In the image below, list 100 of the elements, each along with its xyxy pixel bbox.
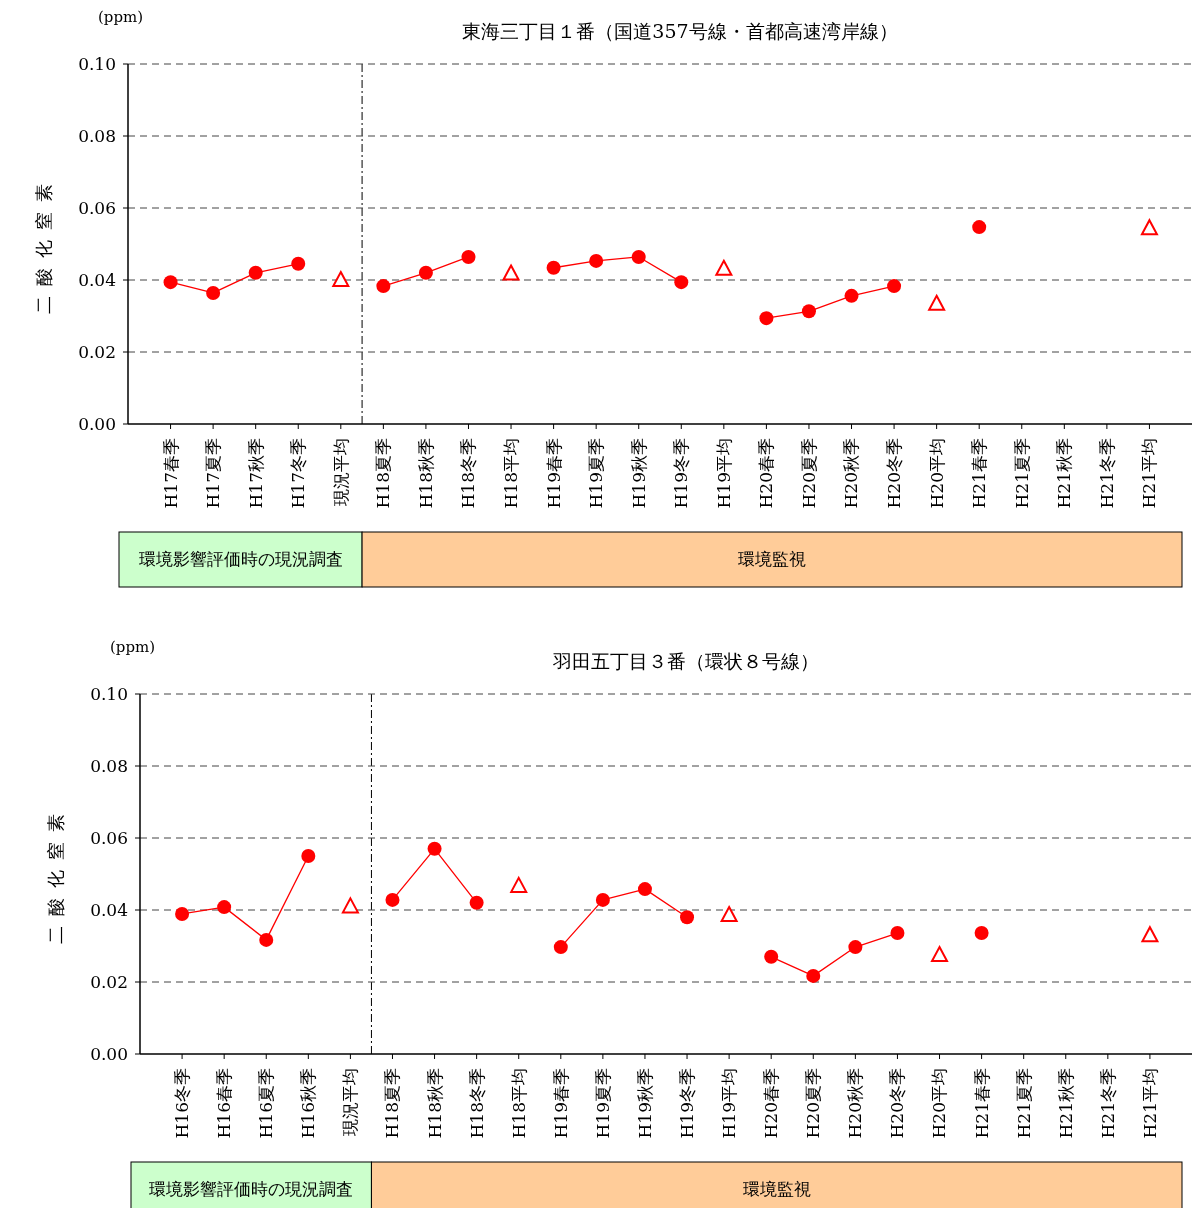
x-tick-label: H19秋季	[634, 1068, 655, 1139]
point	[332, 271, 350, 287]
x-tick-label: H20平均	[926, 438, 947, 509]
x-tick-label: H20夏季	[798, 438, 819, 509]
point	[806, 968, 821, 983]
point	[291, 256, 306, 271]
x-tick-label: H21冬季	[1097, 1068, 1118, 1139]
x-tick-label: H18秋季	[415, 438, 436, 509]
x-tick-label: H20冬季	[884, 438, 905, 509]
y-tick-label: 0.00	[90, 1043, 128, 1064]
text: (ppm)	[110, 638, 156, 656]
point	[637, 882, 652, 897]
y-tick-label: 0.08	[78, 125, 116, 146]
x-tick-label: H18冬季	[466, 1068, 487, 1139]
x-tick-label: H19秋季	[628, 438, 649, 509]
x-tick-label: H19平均	[719, 1068, 740, 1139]
x-tick-label: H19冬季	[676, 1068, 697, 1139]
point	[715, 259, 733, 276]
x-tick-label: H21夏季	[1011, 438, 1032, 509]
x-tick-label: H21夏季	[1013, 1068, 1034, 1139]
point	[631, 249, 646, 264]
x-tick-label: H21秋季	[1054, 438, 1075, 509]
point	[553, 940, 568, 955]
point	[341, 897, 359, 914]
point	[469, 895, 484, 910]
point	[461, 249, 476, 264]
x-tick-label: H20夏季	[803, 1068, 824, 1139]
point	[259, 932, 274, 947]
x-tick-label: H18秋季	[424, 1068, 445, 1139]
x-tick-label: H20平均	[929, 1068, 950, 1139]
text: 環境監視	[742, 1179, 811, 1200]
point	[418, 265, 433, 280]
point	[674, 275, 689, 290]
y-tick-label: 0.02	[78, 341, 116, 362]
y-tick-label: 0.04	[90, 899, 128, 920]
x-tick-label: H20春季	[756, 438, 777, 509]
y-tick-label: 0.08	[90, 755, 128, 776]
x-tick-label: H16夏季	[256, 1068, 277, 1139]
x-tick-label: H19冬季	[671, 438, 692, 509]
x-tick-label: H17秋季	[245, 438, 266, 509]
point	[928, 294, 946, 311]
point	[972, 220, 987, 235]
text: 環境影響評価時の現況調査	[149, 1179, 354, 1200]
point	[163, 275, 178, 290]
point	[376, 279, 391, 294]
x-tick-label: H17春季	[160, 438, 181, 509]
point	[301, 849, 316, 863]
y-tick-label: 0.10	[78, 53, 116, 74]
point	[248, 265, 263, 280]
point	[1141, 926, 1159, 943]
point	[502, 264, 520, 281]
x-tick-label: H16冬季	[172, 1068, 193, 1139]
x-tick-label: H20春季	[761, 1068, 782, 1139]
x-tick-label: H21平均	[1139, 1068, 1160, 1139]
x-tick-label: H21春季	[969, 438, 990, 509]
point	[974, 926, 989, 941]
point	[764, 949, 779, 964]
x-tick-label: H21冬季	[1096, 438, 1117, 509]
x-tick-label: 現況平均	[340, 1068, 361, 1136]
x-tick-label: H18平均	[500, 438, 521, 509]
x-tick-label: H21秋季	[1055, 1068, 1076, 1139]
y-tick-label: 0.00	[78, 413, 116, 434]
point	[680, 910, 695, 925]
point	[844, 288, 859, 303]
x-tick-label: H19夏季	[592, 1068, 613, 1139]
x-tick-label: H16秋季	[298, 1068, 319, 1139]
point	[1140, 219, 1158, 236]
x-tick-label: H19春季	[543, 438, 564, 509]
y-axis-title: 二酸化窒素	[45, 804, 66, 944]
x-tick-label: H18平均	[508, 1068, 529, 1139]
y-tick-label: 0.02	[90, 971, 128, 992]
x-tick-label: H18冬季	[458, 438, 479, 509]
x-tick-label: H17夏季	[203, 438, 224, 509]
x-tick-label: H19春季	[550, 1068, 571, 1139]
x-tick-label: H21平均	[1139, 438, 1160, 509]
text: (ppm)	[98, 8, 144, 26]
chart-title: 羽田五丁目３番（環状８号線）	[552, 650, 819, 672]
x-tick-label: H18夏季	[373, 438, 394, 509]
point	[931, 946, 949, 962]
x-tick-label: H19平均	[713, 438, 734, 509]
text: 環境影響評価時の現況調査	[138, 549, 343, 570]
x-tick-label: H17冬季	[288, 438, 309, 509]
y-axis-title: 二酸化窒素	[33, 174, 54, 314]
point	[720, 906, 738, 923]
text: 環境監視	[738, 549, 807, 570]
point	[589, 253, 604, 268]
x-tick-label: H20冬季	[887, 1068, 908, 1139]
point	[848, 940, 863, 955]
chart-title: 東海三丁目１番（国道357号線・首都高速湾岸線）	[462, 20, 898, 42]
x-tick-label: H19夏季	[586, 438, 607, 509]
x-tick-label: H16春季	[214, 1068, 235, 1139]
x-tick-label: 現況平均	[330, 438, 351, 506]
point	[887, 279, 902, 294]
y-tick-label: 0.06	[90, 827, 128, 848]
x-tick-label: H20秋季	[841, 438, 862, 509]
point	[801, 304, 816, 319]
y-tick-label: 0.10	[90, 683, 128, 704]
x-tick-label: H21春季	[971, 1068, 992, 1139]
point	[385, 892, 400, 907]
point	[206, 285, 221, 300]
